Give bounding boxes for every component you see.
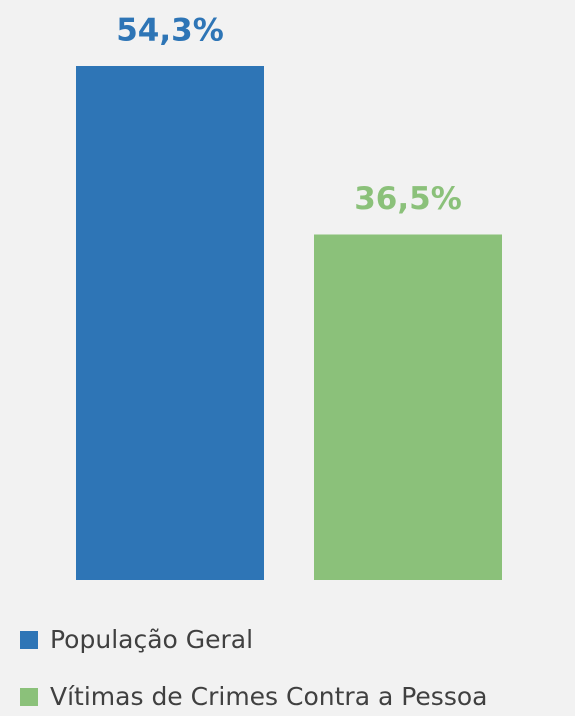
- value-label: 36,5%: [354, 181, 462, 217]
- bar: [76, 66, 264, 580]
- legend-label: População Geral: [50, 625, 253, 654]
- legend-label: Vítimas de Crimes Contra a Pessoa: [50, 682, 487, 711]
- legend-swatch: [20, 688, 38, 706]
- bar: [314, 234, 502, 580]
- legend-swatch: [20, 631, 38, 649]
- value-label: 54,3%: [116, 13, 224, 49]
